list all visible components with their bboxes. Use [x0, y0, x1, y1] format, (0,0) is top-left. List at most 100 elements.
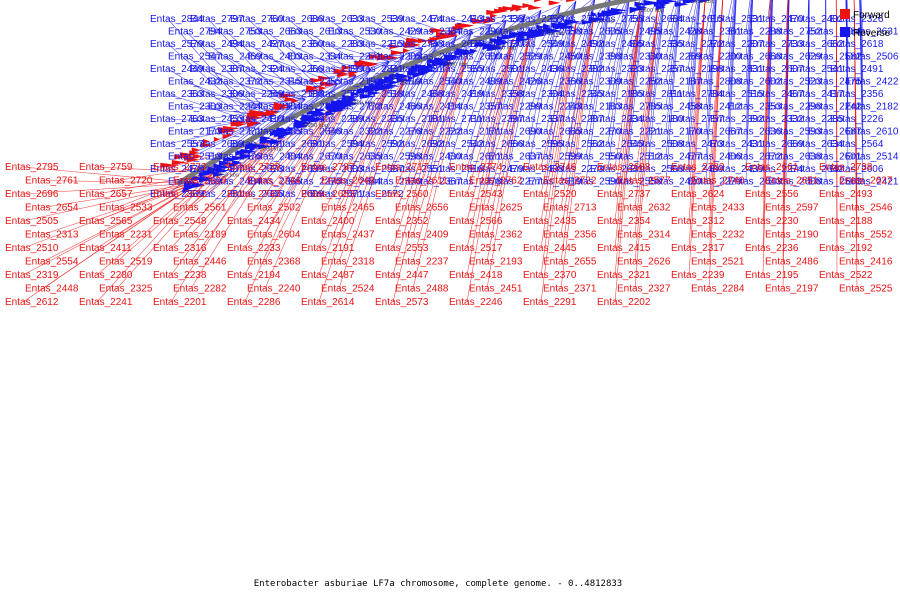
forward-gene-arrow: [186, 157, 200, 163]
forward-gene-label: Entas_2319: [5, 270, 59, 281]
reverse-gene-connector: [705, 0, 717, 182]
reverse-gene-connector: [625, 0, 646, 157]
reverse-gene-label: Entas_2590: [568, 177, 622, 188]
reverse-gene-label: Entas_2170: [648, 127, 702, 138]
forward-gene-label: Entas_2554: [25, 257, 79, 268]
forward-gene-label: Entas_2201: [153, 297, 207, 308]
reverse-gene-connector: [447, 24, 491, 45]
reverse-gene-label: Entas_2479: [470, 164, 524, 175]
reverse-gene-connector: [247, 18, 324, 92]
reverse-gene-label: Entas_2549: [510, 39, 564, 50]
reverse-gene-connector: [585, 0, 610, 82]
reverse-gene-arrow: [494, 39, 501, 45]
reverse-gene-arrow: [213, 163, 224, 169]
reverse-gene-connector: [527, 4, 561, 20]
reverse-gene-arrow: [486, 43, 503, 49]
forward-gene-label: Entas_2648: [321, 176, 375, 187]
reverse-gene-label: Entas_2422: [845, 77, 899, 88]
reverse-gene-label: Entas_2279: [688, 177, 742, 188]
reverse-gene-connector: [585, 0, 611, 157]
forward-gene-connector: [22, 182, 198, 303]
reverse-gene-connector: [607, 0, 627, 45]
forward-gene-label: Entas_2654: [25, 203, 79, 214]
reverse-gene-arrow: [342, 94, 356, 100]
reverse-gene-label: Entas_2808: [688, 77, 742, 88]
forward-gene-label: Entas_2720: [99, 176, 153, 187]
kbp-tick-label: 2850 kbp: [397, 80, 421, 86]
forward-gene-connector: [688, 0, 706, 276]
reverse-gene-label: Entas_2315: [248, 77, 302, 88]
reverse-gene-label: Entas_2641: [590, 164, 644, 175]
reverse-gene-label: Entas_2397: [470, 114, 524, 125]
reverse-gene-label: Entas_2569: [168, 177, 222, 188]
forward-gene-label: Entas_2746: [523, 162, 577, 173]
forward-gene-label: Entas_2232: [691, 230, 745, 241]
reverse-gene-label: Entas_2784: [670, 89, 724, 100]
reverse-gene-connector: [687, 0, 700, 95]
reverse-gene-label: Entas_2276: [368, 127, 422, 138]
reverse-gene-arrow: [699, 0, 711, 3]
forward-gene-label: Entas_2325: [99, 284, 153, 295]
forward-gene-label: Entas_2520: [523, 189, 577, 200]
reverse-gene-label: Entas_2541: [790, 64, 844, 75]
reverse-gene-label: Entas_2598: [368, 152, 422, 163]
reverse-gene-label: Entas_2480: [670, 164, 724, 175]
forward-gene-label: Entas_2632: [617, 203, 671, 214]
reverse-gene-label: Entas_2450: [528, 52, 582, 63]
reverse-gene-connector: [207, 18, 291, 108]
forward-gene-label: Entas_2597: [765, 203, 819, 214]
reverse-gene-label: Entas_2831: [710, 64, 764, 75]
reverse-gene-label: Entas_2630: [470, 39, 524, 50]
reverse-gene-label: Entas_2298: [768, 102, 822, 113]
reverse-gene-connector: [167, 93, 259, 124]
forward-gene-connector: [392, 59, 451, 249]
forward-gene-label: Entas_2487: [301, 270, 355, 281]
reverse-gene-connector: [265, 31, 338, 85]
reverse-gene-label: Entas_2173: [168, 127, 222, 138]
reverse-gene-arrow: [184, 180, 200, 186]
reverse-gene-label: Entas_2367: [408, 177, 462, 188]
reverse-gene-arrow: [396, 72, 406, 78]
forward-gene-connector: [560, 17, 594, 235]
forward-gene-arrow: [548, 0, 561, 6]
forward-gene-arrow: [171, 160, 187, 166]
forward-gene-label: Entas_2525: [839, 284, 893, 295]
reverse-gene-label: Entas_2407: [190, 164, 244, 175]
forward-gene-label: Entas_2314: [617, 230, 671, 241]
reverse-gene-connector: [207, 43, 291, 108]
forward-gene-label: Entas_2713: [543, 203, 597, 214]
forward-gene-connector: [853, 0, 858, 289]
reverse-gene-label: Entas_2652: [408, 52, 462, 63]
forward-gene-label: Entas_2240: [247, 284, 301, 295]
chromosome-backbone: [176, 0, 641, 186]
reverse-gene-arrow: [249, 144, 256, 150]
reverse-gene-connector: [607, 0, 630, 170]
reverse-gene-arrow: [307, 116, 317, 122]
reverse-gene-label: Entas_2299: [488, 102, 542, 113]
reverse-gene-label: Entas_2484: [208, 177, 262, 188]
reverse-gene-arrow: [213, 172, 225, 178]
kbp-tick-label: 3050 kbp: [216, 172, 240, 178]
kbp-tick-label: 2950 kbp: [305, 123, 329, 129]
reverse-gene-label: Entas_2196: [328, 77, 382, 88]
forward-gene-connector: [560, 17, 594, 289]
reverse-gene-connector: [505, 10, 542, 107]
reverse-gene-label: Entas_2757: [670, 114, 724, 125]
forward-gene-connector: [318, 83, 390, 195]
reverse-gene-connector: [705, 0, 715, 57]
reverse-gene-label: Entas_2512: [608, 152, 662, 163]
forward-gene-connector: [466, 38, 514, 249]
reverse-gene-arrow: [688, 0, 698, 4]
reverse-gene-label: Entas_2234: [590, 114, 644, 125]
reverse-gene-label: Entas_2429: [368, 27, 422, 38]
reverse-gene-label: Entas_2539: [350, 14, 404, 25]
reverse-gene-connector: [665, 0, 680, 82]
forward-gene-label: Entas_2566: [449, 216, 503, 227]
forward-gene-label: Entas_2510: [5, 243, 59, 254]
forward-gene-arrow: [498, 6, 513, 12]
reverse-gene-label: Entas_2599: [528, 152, 582, 163]
reverse-gene-arrow: [239, 153, 255, 159]
forward-gene-connector: [466, 38, 514, 303]
reverse-gene-label: Entas_2621: [390, 64, 444, 75]
reverse-gene-label: Entas_2763: [150, 114, 204, 125]
